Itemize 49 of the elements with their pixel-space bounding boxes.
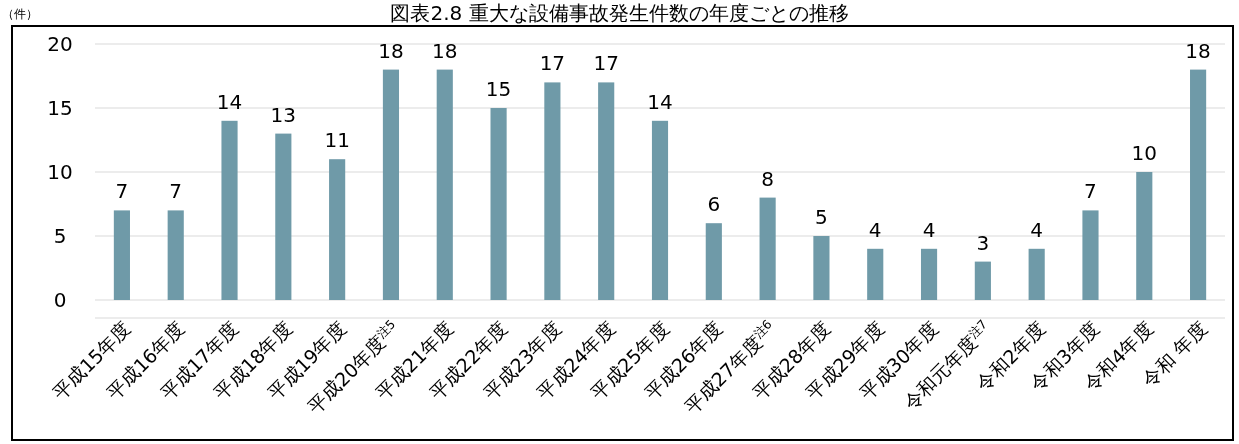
data-label: 4 [1030, 217, 1044, 242]
data-label: 14 [647, 89, 673, 114]
data-label: 5 [815, 205, 828, 229]
bar [705, 223, 722, 300]
data-label: 3 [976, 230, 990, 255]
bar [1082, 210, 1099, 300]
y-tick-label: 5 [53, 224, 67, 248]
bar [544, 82, 561, 300]
data-label: 18 [1185, 38, 1211, 63]
data-label: 17 [539, 51, 566, 76]
bar [867, 248, 884, 300]
data-label: 11 [324, 128, 350, 153]
data-label: 8 [761, 166, 774, 191]
data-label: 7 [1084, 179, 1097, 204]
bar [275, 133, 292, 300]
bar [1136, 172, 1153, 300]
data-label: 4 [868, 217, 882, 242]
bar [167, 210, 184, 300]
data-label: 6 [707, 192, 721, 217]
bar [813, 236, 830, 300]
chart-title: 図表2.8 重大な設備事故発生件数の年度ごとの推移 [390, 1, 849, 25]
bar [598, 82, 615, 300]
bar [221, 120, 238, 300]
bar [974, 261, 991, 300]
data-label: 7 [115, 179, 129, 204]
y-tick-label: 0 [53, 288, 67, 312]
bar [436, 69, 453, 300]
bar [759, 197, 776, 300]
bar [490, 108, 507, 300]
data-label: 18 [432, 38, 458, 63]
y-tick-label: 15 [47, 96, 73, 120]
y-tick-label: 20 [47, 32, 73, 56]
bar [329, 159, 346, 300]
y-tick-label: 10 [47, 160, 73, 184]
bar [920, 248, 938, 300]
data-label: 13 [270, 102, 297, 127]
bar [1028, 248, 1045, 300]
data-label: 7 [169, 179, 183, 204]
data-label: 14 [216, 89, 243, 114]
data-label: 4 [922, 217, 936, 242]
bar [382, 69, 400, 300]
data-label: 15 [485, 77, 512, 101]
data-label: 18 [378, 38, 404, 63]
bar [651, 120, 669, 300]
y-axis-title: （件） [2, 7, 38, 21]
bar [113, 210, 130, 300]
data-label: 10 [1131, 141, 1158, 165]
data-label: 17 [593, 51, 619, 76]
bar [1190, 69, 1207, 300]
